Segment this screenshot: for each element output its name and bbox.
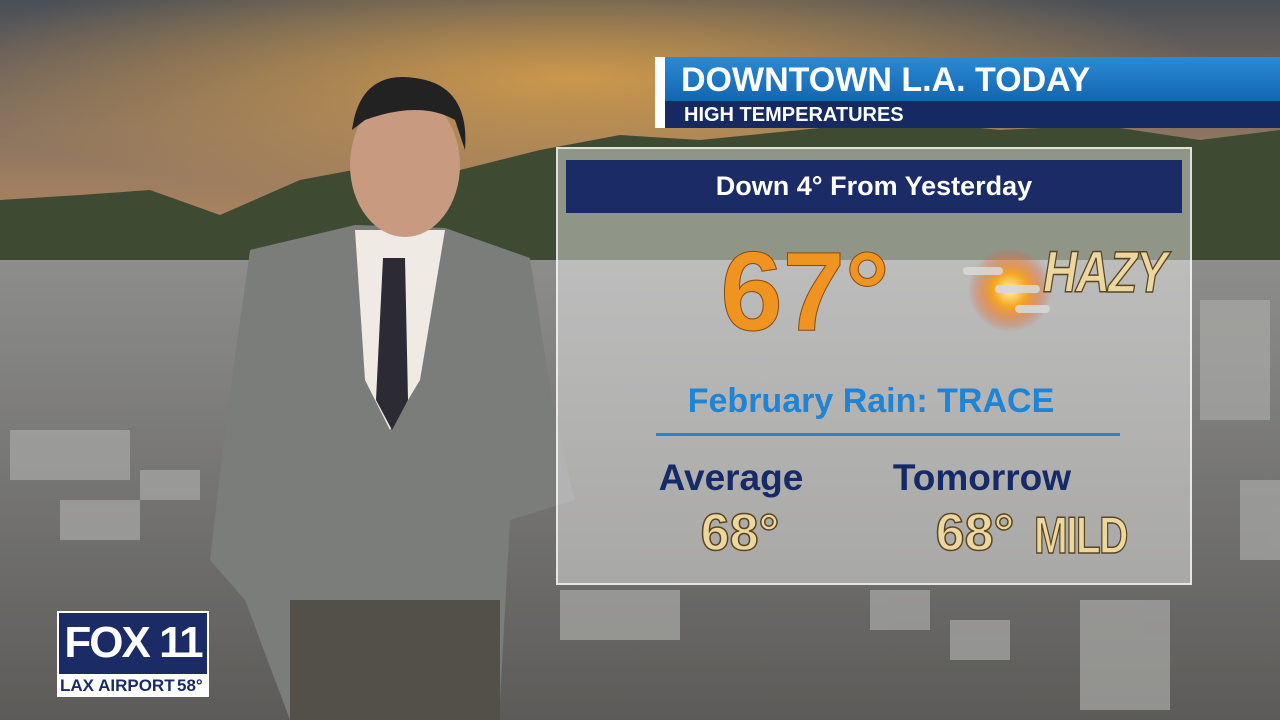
divider xyxy=(656,433,1120,436)
header-title: DOWNTOWN L.A. TODAY xyxy=(665,57,1280,101)
average-value: 68° xyxy=(700,503,780,563)
logo-temperature: 58° xyxy=(177,676,203,695)
city xyxy=(0,260,1280,720)
presenter xyxy=(210,77,575,720)
hazy-sun-icon xyxy=(963,248,1052,332)
logo-footer xyxy=(59,674,207,695)
buildings xyxy=(10,300,1280,710)
rain-total: February Rain: TRACE xyxy=(687,382,1055,420)
high-temperature: 67° xyxy=(720,229,890,354)
tomorrow-label: Tomorrow xyxy=(892,457,1072,498)
condition-tomorrow: MILD xyxy=(1033,506,1129,566)
info-panel xyxy=(556,147,1192,585)
condition-today: HAZY xyxy=(1042,239,1168,306)
tomorrow-value: 68° xyxy=(935,503,1015,563)
header-subtitle: HIGH TEMPERATURES xyxy=(665,101,1280,128)
average-label: Average xyxy=(658,457,804,498)
logo-station: LAX AIRPORT xyxy=(60,676,175,695)
header-accent xyxy=(655,57,665,128)
panel-banner: Down 4° From Yesterday xyxy=(566,160,1182,213)
logo-brand: FOX 11 xyxy=(64,618,203,667)
